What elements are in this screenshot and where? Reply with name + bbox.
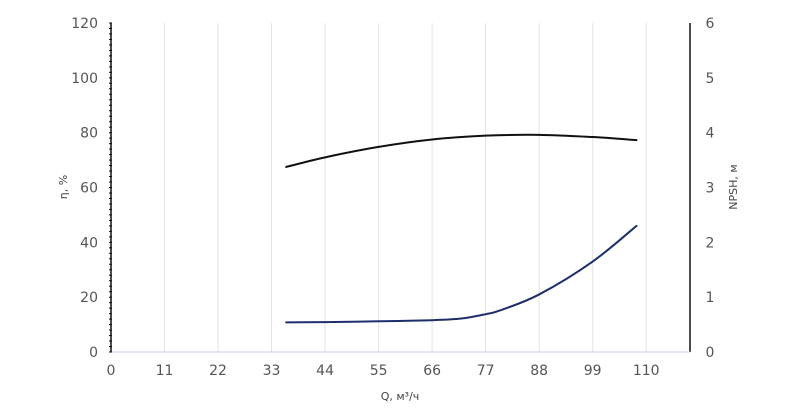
y-right-tick-label: 0 <box>706 345 715 361</box>
y-left-tick-label: 60 <box>80 181 98 197</box>
y-right-tick-label: 2 <box>706 235 715 251</box>
npsh-series-line <box>285 224 638 324</box>
tick-labels: 0 11 22 33 44 55 66 77 88 99 110 0 20 40 60 80 100 120 0 1 2… <box>71 16 714 379</box>
y-left-tick-label: 120 <box>71 16 98 32</box>
x-tick-label: 55 <box>370 363 388 379</box>
y-left-tick-label: 80 <box>80 126 98 142</box>
y-left-tick-label: 20 <box>80 290 98 306</box>
y-right-tick-label: 4 <box>706 126 715 142</box>
y-axis-left-label: η, % <box>57 175 70 199</box>
x-tick-label: 22 <box>209 363 227 379</box>
x-tick-label: 99 <box>584 363 602 379</box>
x-axis-label: Q, м³/ч <box>381 390 420 403</box>
x-tick-label: 66 <box>423 363 441 379</box>
efficiency-series-line <box>285 133 638 168</box>
x-tick-label: 33 <box>263 363 281 379</box>
x-tick-label: 88 <box>530 363 548 379</box>
y-left-tick-label: 100 <box>71 71 98 87</box>
x-tick-label: 0 <box>107 363 116 379</box>
x-tick-label: 44 <box>316 363 334 379</box>
series-group <box>285 133 638 324</box>
x-tick-label: 110 <box>633 363 660 379</box>
axes <box>109 22 691 353</box>
y-left-tick-label: 40 <box>80 235 98 251</box>
x-tick-label: 11 <box>156 363 174 379</box>
grid <box>164 23 647 352</box>
y-left-tick-label: 0 <box>89 345 98 361</box>
y-right-tick-label: 3 <box>706 181 715 197</box>
x-tick-label: 77 <box>477 363 495 379</box>
y-right-tick-label: 1 <box>706 290 715 306</box>
y-right-tick-label: 5 <box>706 71 715 87</box>
y-right-tick-label: 6 <box>706 16 715 32</box>
y-axis-right-label: NPSH, м <box>727 164 740 209</box>
